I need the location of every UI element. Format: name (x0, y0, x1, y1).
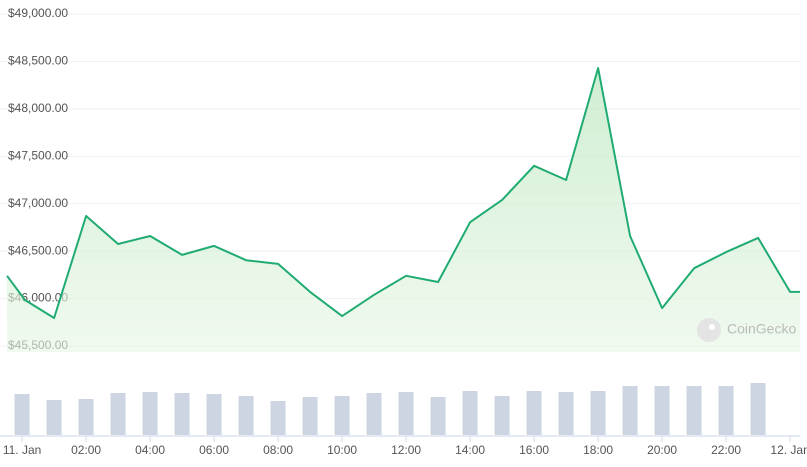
watermark-text: CoinGecko (727, 321, 796, 337)
x-tick-label: 10:00 (327, 443, 357, 457)
x-tick-label: 04:00 (135, 443, 165, 457)
x-tick-label: 08:00 (263, 443, 293, 457)
price-line (6, 67, 800, 319)
grid: $49,000.00 $48,500.00 $48,000.00 $47,500.00… (0, 6, 807, 457)
volume-bar (78, 399, 94, 435)
volume-bar (590, 391, 606, 435)
x-tick-label: 16:00 (519, 443, 549, 457)
volume-bar (558, 392, 574, 435)
volume-bar (622, 386, 638, 435)
volume-bar (750, 383, 766, 435)
volume-bar (302, 397, 318, 435)
x-tick-label: 02:00 (71, 443, 101, 457)
x-tick-label: 12. Jan (770, 443, 807, 457)
x-tick-label: 22:00 (711, 443, 741, 457)
volume-bar (462, 391, 478, 435)
volume-bar (46, 400, 62, 435)
x-tick-label: 11. Jan (3, 443, 41, 457)
volume-bar (430, 397, 446, 435)
x-tick-label: 06:00 (199, 443, 229, 457)
y-tick-label: $48,500.00 (8, 54, 68, 68)
volume-bar (334, 396, 350, 435)
watermark-logo (697, 318, 721, 342)
volume-bar (142, 392, 158, 435)
y-tick-label: $46,500.00 (8, 243, 68, 257)
watermark: CoinGecko (697, 318, 796, 342)
volume-bar (718, 386, 734, 435)
volume-bar (366, 393, 382, 435)
volume-bar (14, 394, 30, 435)
volume-bar (174, 393, 190, 435)
volume-bar (526, 391, 542, 435)
x-tick-label: 20:00 (647, 443, 677, 457)
volume-bar (686, 386, 702, 435)
watermark-logo-eye (709, 324, 715, 330)
y-tick-label: $49,000.00 (8, 6, 68, 20)
volume-bar (110, 393, 126, 435)
price-area (7, 68, 800, 352)
x-tick-label: 12:00 (391, 443, 421, 457)
plot (6, 67, 800, 435)
y-tick-label: $48,000.00 (8, 101, 68, 115)
y-tick-label: $47,000.00 (8, 196, 68, 210)
volume-bar (654, 386, 670, 435)
volume-bar (238, 396, 254, 435)
volume-bar (270, 401, 286, 435)
y-tick-label: $47,500.00 (8, 148, 68, 162)
volume-bar (494, 396, 510, 435)
x-tick-label: 18:00 (583, 443, 613, 457)
volume-bar (398, 392, 414, 435)
volume-bar (206, 394, 222, 435)
x-tick-label: 14:00 (455, 443, 485, 457)
